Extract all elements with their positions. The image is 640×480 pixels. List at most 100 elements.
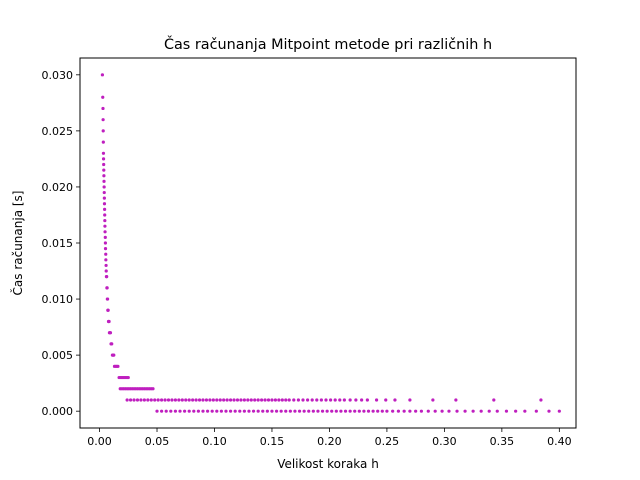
y-axis-label: Čas računanja [s] [10, 191, 25, 296]
data-point [381, 410, 384, 413]
data-point [367, 410, 370, 413]
data-point [132, 398, 135, 401]
data-point [539, 398, 542, 401]
data-point [174, 410, 177, 413]
data-point [104, 247, 107, 250]
data-point [165, 410, 168, 413]
data-point [103, 230, 106, 233]
data-point [232, 398, 235, 401]
data-point [201, 398, 204, 401]
data-point [169, 410, 172, 413]
data-point [338, 398, 341, 401]
data-point [354, 398, 357, 401]
x-tick-label: 0.25 [375, 435, 400, 448]
data-point [372, 410, 375, 413]
data-point [321, 410, 324, 413]
data-point [447, 410, 450, 413]
data-point [101, 96, 104, 99]
data-point [408, 398, 411, 401]
data-point [393, 398, 396, 401]
data-point [201, 410, 204, 413]
data-point [535, 410, 538, 413]
data-point [191, 398, 194, 401]
data-point [211, 410, 214, 413]
data-point [103, 191, 106, 194]
data-point [257, 410, 260, 413]
data-point [288, 398, 291, 401]
data-point [153, 398, 156, 401]
data-point [146, 398, 149, 401]
data-point [261, 410, 264, 413]
data-point [366, 398, 369, 401]
data-point [349, 410, 352, 413]
data-point [312, 410, 315, 413]
data-point [226, 398, 229, 401]
data-point [454, 398, 457, 401]
data-point [215, 398, 218, 401]
data-point [197, 410, 200, 413]
x-tick-label: 0.15 [260, 435, 285, 448]
data-point [206, 410, 209, 413]
data-point [106, 286, 109, 289]
data-point [420, 410, 423, 413]
data-point [292, 398, 295, 401]
data-point [102, 157, 105, 160]
data-point [289, 410, 292, 413]
data-point [408, 410, 411, 413]
data-point [163, 398, 166, 401]
data-point [243, 410, 246, 413]
data-point [326, 410, 329, 413]
data-point [463, 410, 466, 413]
data-point [344, 410, 347, 413]
data-point [167, 398, 170, 401]
data-point [112, 354, 115, 357]
data-point [384, 398, 387, 401]
data-point [431, 398, 434, 401]
data-point [229, 398, 232, 401]
data-point [472, 410, 475, 413]
x-tick-label: 0.10 [202, 435, 227, 448]
chart-title: Čas računanja Mitpoint metode pri različ… [164, 35, 492, 53]
data-point [103, 213, 106, 216]
data-point [198, 398, 201, 401]
data-point [523, 410, 526, 413]
data-point [102, 152, 105, 155]
data-point [320, 398, 323, 401]
data-point [301, 398, 304, 401]
data-point [181, 398, 184, 401]
data-point [107, 320, 110, 323]
data-point [219, 398, 222, 401]
data-point [184, 398, 187, 401]
data-point [306, 398, 309, 401]
data-point [247, 410, 250, 413]
data-point [360, 398, 363, 401]
data-point [375, 398, 378, 401]
data-point [315, 398, 318, 401]
data-point [480, 410, 483, 413]
data-point [353, 410, 356, 413]
data-point [403, 410, 406, 413]
data-point [103, 197, 106, 200]
data-point [343, 398, 346, 401]
data-point [195, 398, 198, 401]
data-point [110, 342, 113, 345]
data-point [177, 398, 180, 401]
data-point [238, 410, 241, 413]
data-point [455, 410, 458, 413]
data-point [329, 398, 332, 401]
data-point [129, 398, 132, 401]
data-point [427, 410, 430, 413]
data-point [127, 376, 130, 379]
data-point [270, 398, 273, 401]
data-point [547, 410, 550, 413]
x-axis-label: Velikost koraka h [277, 457, 379, 471]
data-point [104, 253, 107, 256]
data-point [280, 410, 283, 413]
x-tick-label: 0.00 [87, 435, 112, 448]
data-point [239, 398, 242, 401]
x-tick-label: 0.05 [145, 435, 170, 448]
data-point [205, 398, 208, 401]
data-point [335, 410, 338, 413]
